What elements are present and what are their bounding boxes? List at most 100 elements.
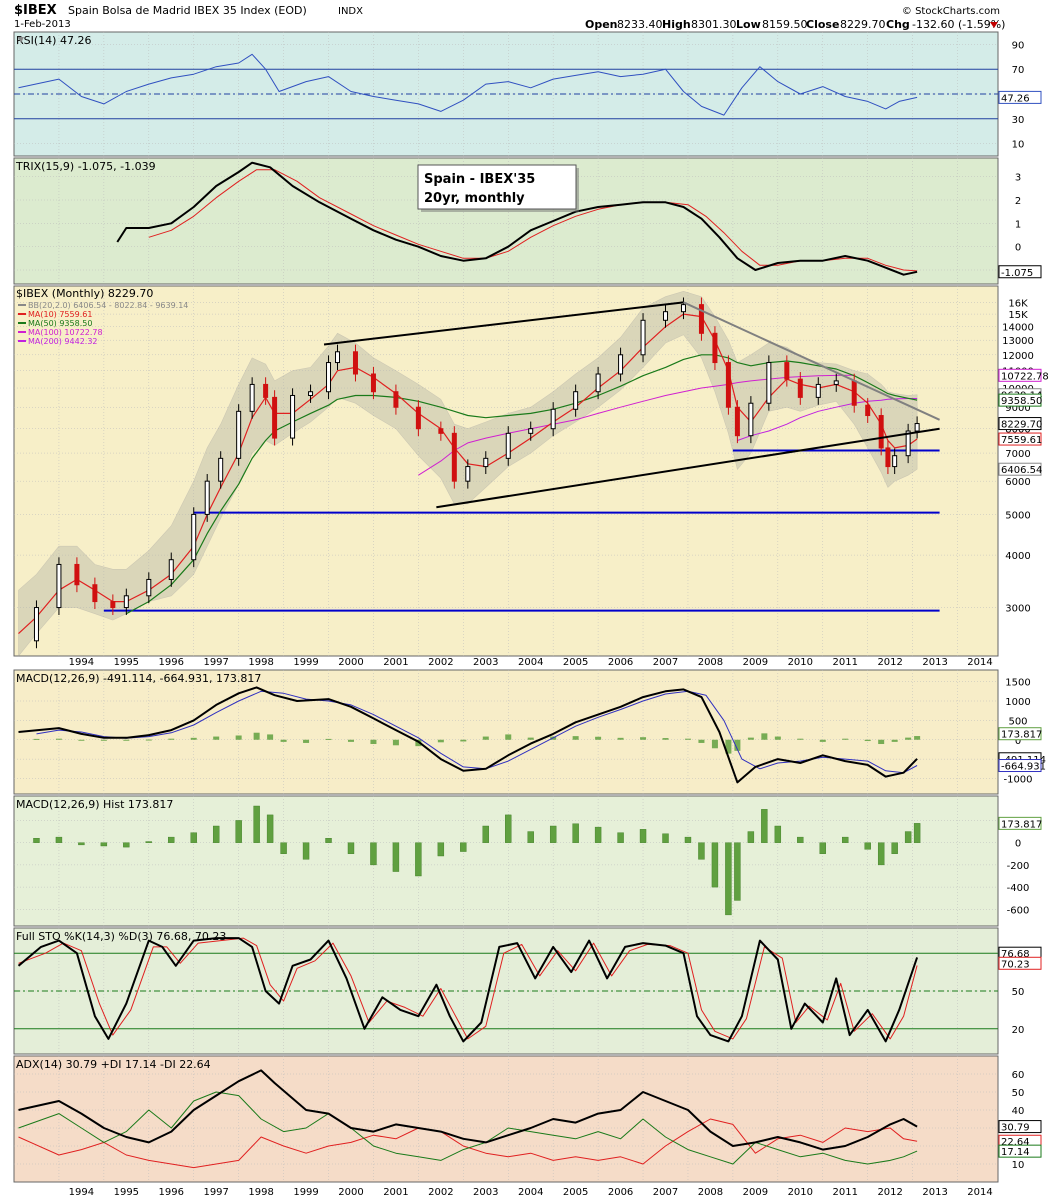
histogram-bar (698, 842, 705, 860)
x-tick-label: 2004 (518, 1187, 543, 1198)
rsi-icon (18, 37, 24, 43)
histogram-bar (78, 842, 85, 846)
histogram-bar (347, 842, 355, 854)
y-tick-label: 30 (1012, 115, 1025, 126)
candle-body (712, 332, 718, 364)
histogram-bar (212, 825, 220, 843)
value-tag (998, 816, 1042, 830)
macd-histogram-bar (100, 739, 107, 741)
macd-histogram-bar (213, 736, 220, 740)
symbol: $IBEX (14, 3, 57, 18)
histogram-bar (190, 832, 197, 843)
y-tick-label: -400 (1007, 883, 1030, 894)
value-tag-label: 9358.50 (1001, 396, 1042, 407)
histogram-bar (370, 842, 377, 866)
candle-body (725, 362, 731, 408)
histogram-bar (235, 820, 242, 843)
macd-histogram-bar (878, 739, 885, 745)
histogram-bar (864, 842, 871, 850)
x-tick-label: 1997 (203, 1187, 228, 1198)
candle-body (892, 455, 898, 468)
candle-body (308, 391, 314, 396)
x-tick-label: 2001 (383, 1187, 408, 1198)
macd-histogram-bar (123, 739, 130, 741)
value-tag-label: 173.817 (1001, 730, 1042, 741)
x-axis: 1994 1995 1996 1997 1998 1999 2000 2001 2002 2003… (69, 657, 993, 668)
macd-signal-line (36, 690, 918, 774)
value-tag-label: -1.075 (1001, 268, 1033, 279)
macd-histogram-bar (460, 739, 467, 742)
candle-body (573, 391, 579, 410)
legend-label: MA(50) 9358.50 (28, 319, 92, 328)
macd-histogram-bar (617, 737, 624, 740)
histogram-bar (617, 832, 624, 843)
y-tick-label: 3000 (1005, 604, 1030, 615)
ma10-line (18, 313, 918, 635)
chart-date: 1-Feb-2013 (14, 19, 71, 30)
open-label: Open (585, 18, 618, 31)
x-tick-label: 2013 (922, 1187, 947, 1198)
histogram-bar (280, 842, 287, 854)
candle-body (483, 457, 489, 468)
y-tick-label: 12000 (1002, 351, 1034, 362)
macd-histogram-bar (505, 734, 512, 740)
histogram-bar (639, 829, 647, 843)
trend-channel-line (323, 301, 684, 346)
value-tag-label: -664.931 (1001, 762, 1046, 773)
panel-title: TRIX(15,9) -1.075, -1.039 (15, 160, 156, 173)
candle-body (168, 559, 174, 580)
candle-body (74, 563, 80, 586)
macd-histogram-bar (747, 737, 754, 740)
macd-histogram-bar (33, 738, 40, 740)
value-tag-label: 47.26 (1001, 93, 1030, 104)
y-tick-label: 1 (1015, 219, 1021, 230)
rsi-line (18, 53, 918, 116)
value-tag (998, 432, 1042, 446)
macd-histogram-bar (914, 736, 921, 740)
histogram-bar (725, 842, 732, 916)
macd-histogram-bar (864, 739, 871, 742)
candle-body (865, 404, 871, 417)
value-tag-label: 6406.54 (1001, 465, 1042, 476)
macd-histogram-bar (55, 738, 62, 740)
histogram-bar (33, 838, 40, 843)
macd-histogram-bar (267, 734, 274, 740)
value-tag (998, 1120, 1042, 1134)
candle-body (438, 428, 444, 434)
histogram-bar (527, 831, 534, 843)
histogram-bar (594, 826, 602, 843)
adx-line (18, 1069, 918, 1151)
candle-body (465, 466, 471, 482)
x-tick-label: 2003 (473, 657, 498, 668)
x-tick-label: 2006 (608, 1187, 633, 1198)
close-label: Close (806, 18, 839, 31)
x-axis: 1994 1995 1996 1997 1998 1999 2000 2001 2002 2003… (69, 1187, 993, 1198)
x-tick-label: 2014 (967, 1187, 992, 1198)
histogram-bar (460, 842, 467, 852)
y-tick-label: 40 (1012, 1106, 1025, 1117)
x-tick-label: 1995 (114, 1187, 139, 1198)
candle-body (191, 513, 197, 561)
y-tick-label: 13000 (1002, 336, 1034, 347)
histogram-bar (774, 825, 782, 843)
macd-histogram-bar (761, 733, 768, 740)
annotation-line-1: Spain - IBEX'35 (424, 172, 535, 187)
legend-label: MA(100) 10722.78 (28, 328, 103, 337)
x-tick-label: 2003 (473, 1187, 498, 1198)
histogram-bar (145, 841, 152, 843)
macd-histogram-bar (437, 739, 444, 743)
candle-body (833, 380, 839, 385)
histogram-bar (549, 825, 557, 843)
histogram-bar (877, 842, 885, 866)
x-tick-label: 2010 (788, 1187, 813, 1198)
x-tick-label: 2006 (608, 657, 633, 668)
x-tick-label: 2009 (743, 657, 768, 668)
y-tick-label: 8000 (1005, 425, 1030, 436)
candle-body (640, 319, 646, 356)
x-tick-label: 1999 (293, 657, 318, 668)
value-tag (998, 417, 1042, 431)
histogram-bar (684, 836, 692, 843)
price-panel: 16K15K1400013000120001100010000900080007… (13, 285, 1049, 657)
